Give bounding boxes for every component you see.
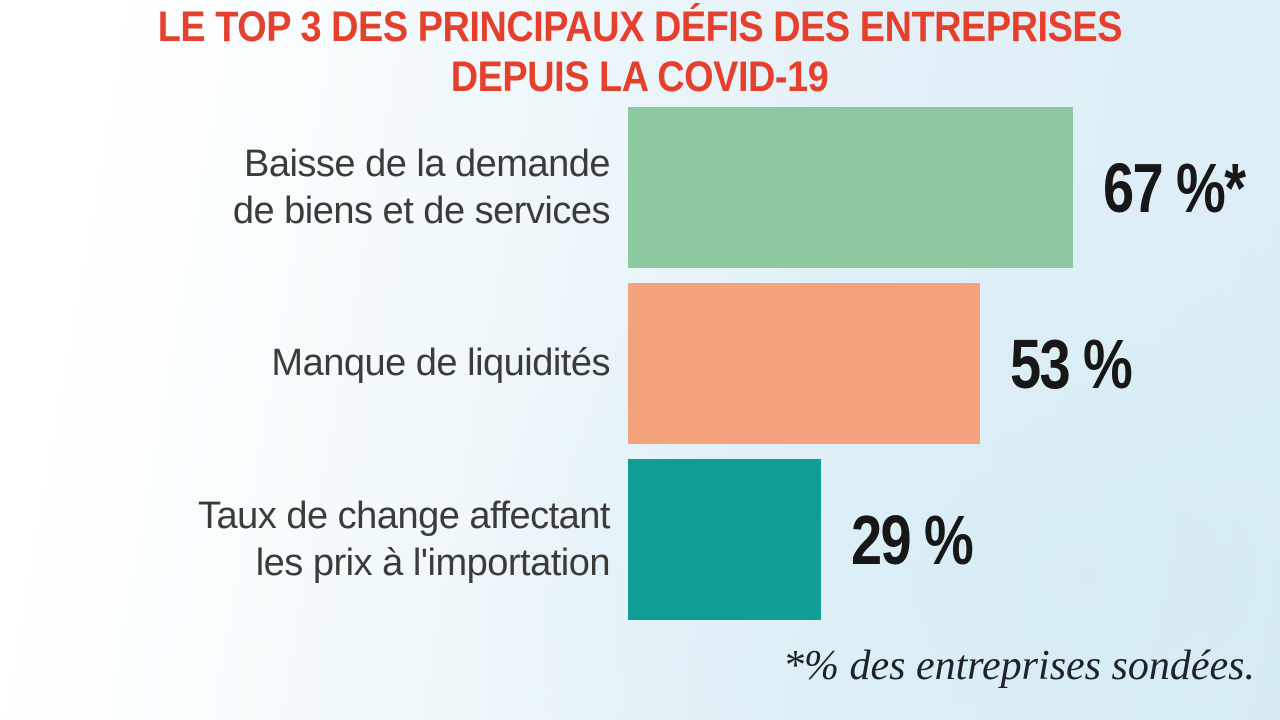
bar-taux-de-change xyxy=(628,459,821,620)
bar-row-liquidites: Manque de liquidités 53 % xyxy=(0,283,1280,444)
chart-title: LE TOP 3 DES PRINCIPAUX DÉFIS DES ENTREP… xyxy=(0,2,1280,102)
bar-row-demande: Baisse de la demande de biens et de serv… xyxy=(0,107,1280,268)
bar-liquidites xyxy=(628,283,980,444)
chart-title-line1: LE TOP 3 DES PRINCIPAUX DÉFIS DES ENTREP… xyxy=(157,3,1123,51)
category-label-line2: les prix à l'importation xyxy=(255,541,611,584)
chart-footnote: *% des entreprises sondées. xyxy=(782,643,1255,689)
value-label-liquidites: 53 % xyxy=(1010,324,1133,403)
category-label-liquidites: Manque de liquidités xyxy=(60,283,610,444)
category-label-line1: Baisse de la demande xyxy=(243,142,611,185)
category-label-demande: Baisse de la demande de biens et de serv… xyxy=(60,107,611,268)
category-label-line1: Taux de change affectant xyxy=(198,494,610,537)
category-label-line2: de biens et de services xyxy=(232,189,611,232)
bar-demande xyxy=(628,107,1073,268)
chart-title-line2: DEPUIS LA COVID-19 xyxy=(451,53,829,101)
category-label-taux-de-change: Taux de change affectant les prix à l'im… xyxy=(60,459,610,620)
value-label-taux-de-change: 29 % xyxy=(851,500,974,579)
value-label-demande: 67 %* xyxy=(1103,148,1246,227)
bar-row-taux-de-change: Taux de change affectant les prix à l'im… xyxy=(0,459,1280,620)
category-label-line1: Manque de liquidités xyxy=(271,342,610,384)
